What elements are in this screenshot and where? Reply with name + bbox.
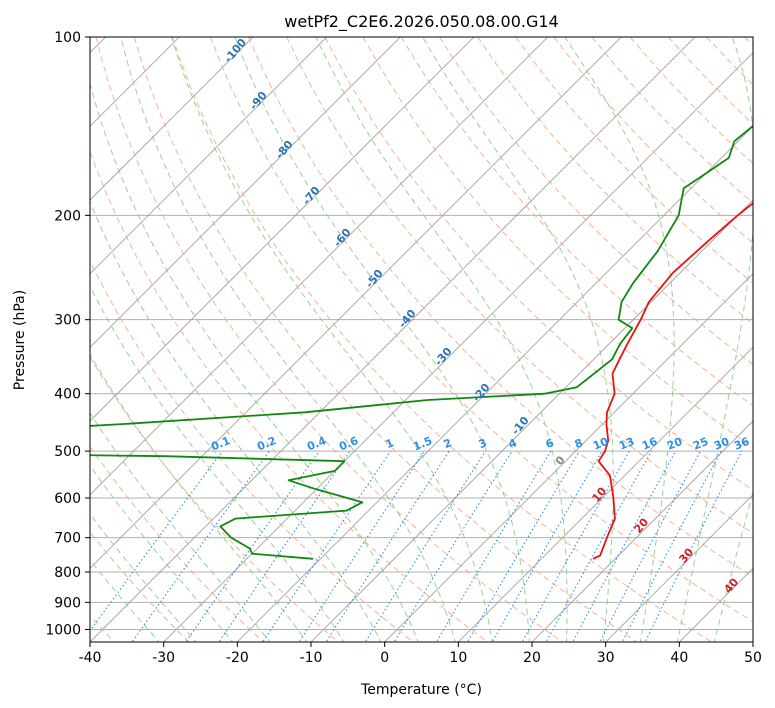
- x-tick-label: 20: [523, 650, 541, 666]
- y-tick-label: 100: [54, 30, 81, 46]
- dry-adiabat-line: [171, 37, 713, 642]
- dry-adiabat-line: [477, 37, 753, 325]
- mixing-ratio-label: 30: [712, 435, 731, 453]
- mixing-ratio-label: 36: [732, 435, 751, 453]
- dry-adiabat-line: [133, 37, 638, 642]
- mixing-ratio-label: 1: [384, 436, 396, 451]
- mixing-ratio-label: 2: [442, 436, 454, 451]
- y-tick-label: 1000: [45, 622, 81, 638]
- mixing-ratio-line: [218, 450, 351, 642]
- y-axis-label: Pressure (hPa): [12, 290, 28, 390]
- mixing-ratio-label: 25: [691, 435, 710, 453]
- mixing-ratio-line: [262, 450, 392, 642]
- dry-adiabat-line: [324, 37, 753, 491]
- mixing-ratio-line: [298, 450, 425, 642]
- mixing-ratio-line: [131, 450, 270, 642]
- moist-adiabat-line: [90, 464, 234, 642]
- x-tick-label: 30: [597, 650, 615, 666]
- x-tick-label: 0: [380, 650, 389, 666]
- moist-adiabat-line: [90, 200, 382, 642]
- y-tick-label: 500: [54, 444, 81, 460]
- mixing-ratio-line: [621, 450, 722, 642]
- y-tick-label: 200: [54, 208, 81, 224]
- moist-adiabat-line: [422, 37, 614, 642]
- mixing-ratio-line: [90, 450, 223, 632]
- x-tick-label: 50: [744, 650, 762, 666]
- dry-adiabat-line: [248, 37, 753, 578]
- dry-adiabat-line: [90, 531, 190, 642]
- isotherm-line: [310, 199, 753, 642]
- moist-adiabat-line: [315, 37, 568, 642]
- x-axis-label: Temperature (°C): [360, 682, 482, 698]
- dry-adiabat-line: [362, 37, 753, 449]
- dry-adiabat-line: [210, 37, 753, 623]
- moist-adiabat-line: [234, 37, 530, 642]
- moist-adiabat-line: [90, 412, 271, 642]
- dewpoint-profile-line: [90, 124, 753, 560]
- mixing-ratio-label: 8: [573, 436, 585, 451]
- mixing-ratio-line: [185, 450, 320, 642]
- mixing-ratio-label: 16: [640, 435, 659, 453]
- dry-adiabat-line: [90, 445, 265, 642]
- dry-adiabat-line: [286, 37, 753, 534]
- axis-layer: -40 -30 -20 -10 0 10 20 30 40 50 100 200 300 400 500 60…: [45, 30, 762, 666]
- moist-adiabat-line: [713, 490, 753, 642]
- mixing-ratio-line: [599, 450, 701, 642]
- y-tick-label: 600: [54, 491, 81, 507]
- curve-layer: [90, 124, 753, 560]
- moist-adiabat-line: [90, 81, 419, 642]
- isotherm-line: [90, 37, 696, 642]
- mixing-ratio-line: [364, 450, 486, 642]
- moist-adiabat-line: [171, 37, 493, 642]
- x-tick-label: -40: [79, 650, 102, 666]
- mixing-ratio-line: [466, 450, 580, 642]
- mixing-ratio-line: [325, 450, 450, 642]
- y-tick-label: 400: [54, 387, 81, 403]
- isotherm-line: [531, 420, 753, 642]
- moist-adiabat-line: [90, 353, 308, 642]
- isotherm-line: [384, 273, 753, 642]
- isotherm-line: [90, 37, 328, 275]
- x-tick-label: -30: [152, 650, 175, 666]
- temperature-profile-line: [592, 202, 753, 560]
- moist-adiabat-line: [564, 37, 675, 642]
- y-tick-label: 800: [54, 565, 81, 581]
- mixing-ratio-line: [572, 450, 677, 642]
- dry-adiabat-line: [95, 37, 564, 642]
- moist-adiabat-line: [676, 37, 753, 642]
- label-layer: -100-90-80-70-60-50-40-30-20-10010203040…: [209, 37, 751, 596]
- x-tick-label: -20: [226, 650, 249, 666]
- isotherm-line: [90, 37, 622, 569]
- mixing-ratio-label: 3: [477, 436, 489, 451]
- y-tick-label: 900: [54, 595, 81, 611]
- x-tick-label: 10: [449, 650, 467, 666]
- y-tick-label: 700: [54, 531, 81, 547]
- dry-adiabat-line: [90, 150, 489, 642]
- y-tick-label: 300: [54, 313, 81, 329]
- mixing-ratio-label: 10: [591, 435, 610, 453]
- dry-adiabat-line: [90, 259, 414, 642]
- mixing-ratio-label: 13: [617, 435, 636, 453]
- isotherm-line: [605, 494, 753, 642]
- isotherm-line: [90, 37, 475, 422]
- moist-adiabat-line: [120, 37, 456, 642]
- isotherm-line: [90, 37, 549, 496]
- plot-frame: [89, 36, 754, 643]
- x-tick-label: 40: [670, 650, 688, 666]
- isotherm-line: [90, 37, 401, 348]
- mixing-ratio-line: [393, 450, 513, 642]
- isotherm-line: [163, 52, 753, 642]
- mixing-ratio-label: 20: [665, 435, 684, 453]
- moist-adiabat-line: [90, 513, 197, 642]
- x-tick-label: -10: [300, 650, 323, 666]
- chart-title: wetPf2_C2E6.2026.050.08.00.G14: [284, 12, 558, 32]
- dry-adiabat-line: [90, 356, 339, 642]
- isotherm-line: [457, 346, 753, 642]
- plot-area: [90, 37, 753, 642]
- isotherm-line: [90, 37, 254, 201]
